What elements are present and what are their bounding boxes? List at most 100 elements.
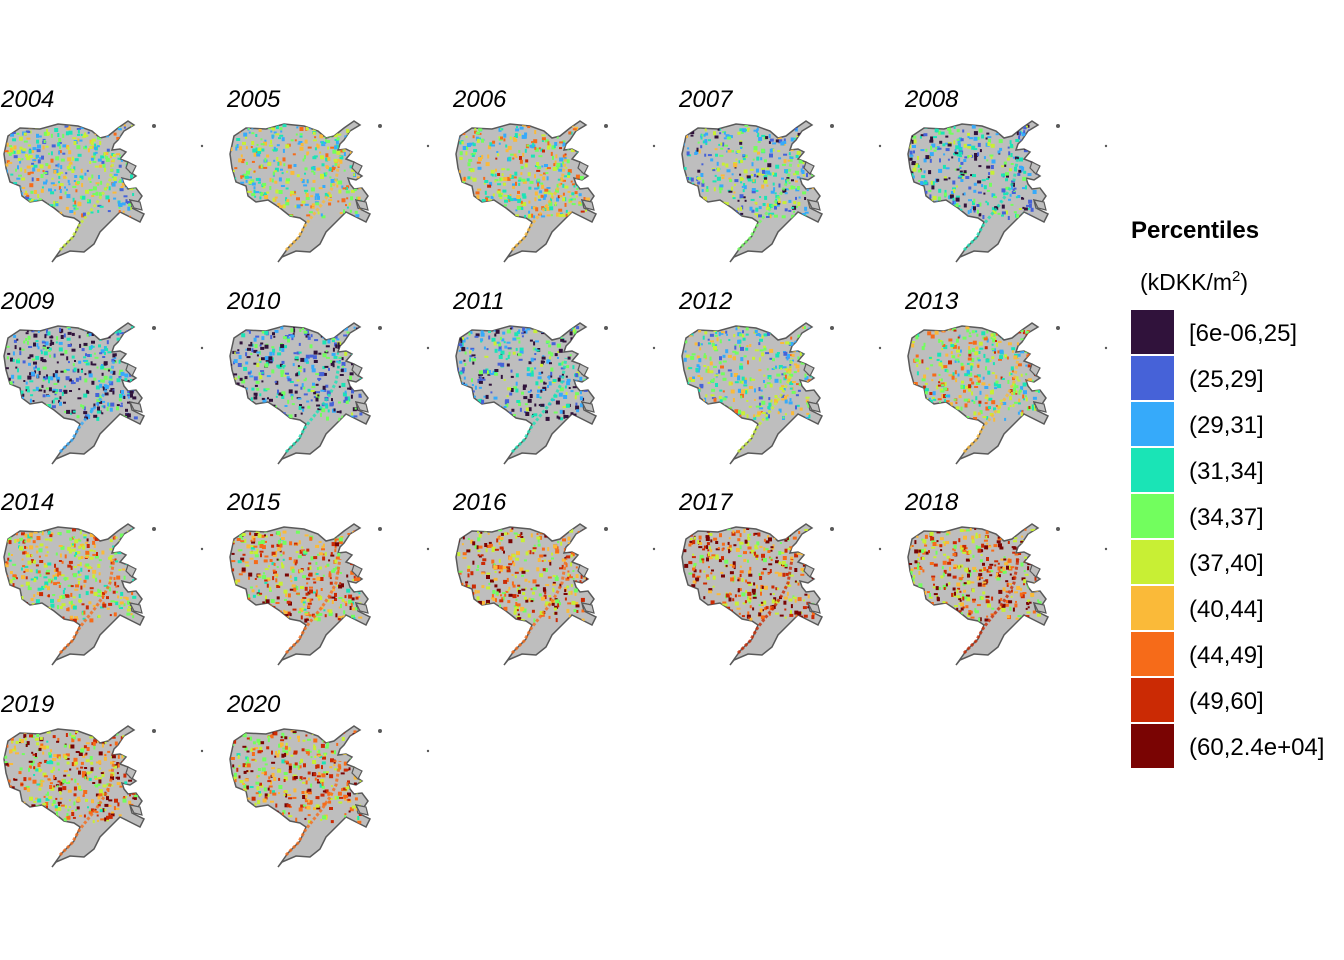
panel-title: 2014 [0,489,54,516]
raster-cell [536,169,541,172]
raster-cell [775,139,779,143]
raster-cell [460,424,465,428]
raster-cell [497,153,500,157]
raster-cell [954,203,959,208]
raster-cell [291,395,294,400]
raster-cell [535,340,539,343]
raster-cell [42,237,46,242]
raster-cell [798,137,802,141]
raster-cell [43,376,46,379]
raster-cell [988,383,991,386]
raster-cell [952,344,957,349]
raster-cell [86,538,89,542]
raster-cell [941,414,946,419]
raster-cell [687,402,690,404]
raster-cell [686,222,691,225]
raster-cell [719,429,722,434]
raster-cell [990,155,993,159]
raster-cell [324,365,329,368]
raster-cell [238,405,243,408]
raster-cell [474,335,479,338]
raster-cell [756,127,759,131]
raster-cell [47,232,50,236]
raster-cell [708,342,711,345]
raster-cell [77,134,80,136]
raster-cell [983,156,986,160]
raster-cell [92,540,96,545]
raster-cell [580,384,585,389]
raster-cell [57,629,60,634]
raster-cell [959,155,963,158]
coastal-cells [736,357,794,454]
raster-cell [684,233,687,236]
raster-cell [917,169,921,173]
raster-cell [995,133,999,136]
raster-cell [515,381,518,386]
raster-cell [56,336,59,341]
raster-cell [1036,185,1039,188]
raster-cell [759,349,764,352]
raster-cell [344,368,347,373]
raster-cell [485,394,489,399]
raster-cell [67,546,72,551]
raster-cell [14,193,16,196]
raster-cell [350,189,355,193]
raster-cell [102,356,106,358]
raster-cell [338,401,341,404]
raster-cell [38,198,42,201]
raster-cell [456,336,459,340]
raster-cell [73,554,76,557]
raster-cell [336,150,341,155]
raster-cell [478,215,483,220]
raster-cell [85,550,90,555]
raster-cell [35,355,40,360]
raster-cell [1002,402,1007,405]
raster-cell [775,365,777,369]
raster-cell [488,329,491,333]
raster-cell [783,138,786,143]
raster-cell [29,130,32,134]
raster-cell [990,143,995,148]
raster-cell [734,409,739,414]
raster-cell [510,375,514,378]
raster-cell [928,170,932,175]
raster-cell [129,133,134,136]
raster-cell [27,172,31,176]
raster-cell [310,195,314,198]
raster-cell [714,425,717,428]
raster-cell [48,152,50,155]
raster-cell [925,155,930,160]
raster-cell [573,329,577,334]
raster-cell [51,578,54,582]
raster-cell [939,401,942,405]
raster-cell [791,411,795,416]
raster-cell [978,165,982,168]
raster-cell [1001,204,1005,209]
raster-cell [697,342,700,347]
raster-cell [16,610,20,613]
raster-cell [930,145,933,150]
raster-cell [260,422,264,426]
raster-cell [112,191,117,194]
raster-cell [694,222,699,225]
raster-cell [911,418,915,421]
raster-cell [697,434,701,439]
raster-cell [261,326,266,329]
raster-cell [121,390,124,394]
raster-cell [503,406,507,408]
raster-cell [49,343,52,346]
raster-cell [36,570,41,574]
raster-cell [47,530,51,535]
raster-cell [278,161,282,166]
raster-cell [546,167,551,170]
raster-cell [579,176,584,180]
outlying-island-dot [878,346,882,350]
raster-cell [914,231,919,236]
raster-cell [941,217,945,222]
raster-cell [700,225,705,229]
raster-cell [931,379,934,382]
raster-cell [784,413,787,416]
raster-cell [73,367,77,372]
raster-cell [937,352,942,357]
raster-cell [313,168,316,171]
